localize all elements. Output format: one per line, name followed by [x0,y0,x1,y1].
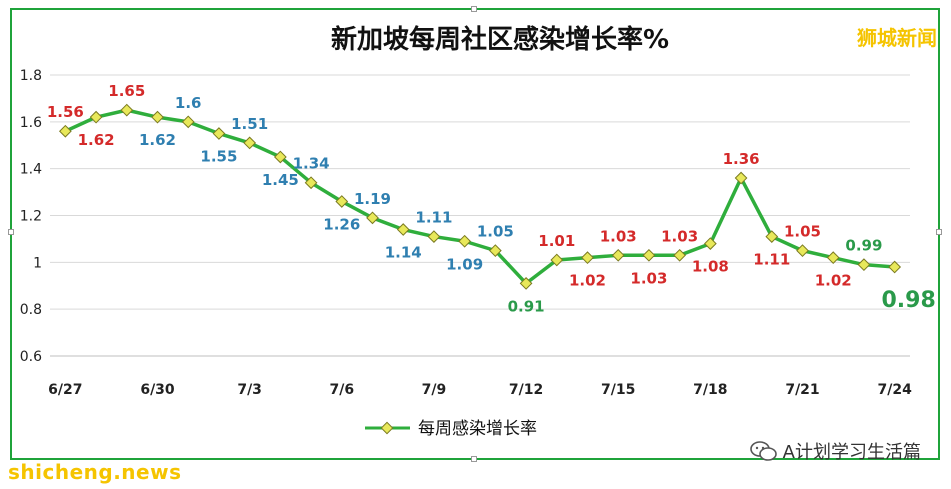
data-point [366,211,379,225]
x-tick-label: 6/27 [48,382,82,398]
data-label: 1.01 [538,232,575,250]
x-tick-label: 7/24 [877,382,912,398]
data-label: 1.09 [446,255,483,273]
y-tick-label: 0.8 [20,302,42,318]
data-point [581,251,594,265]
series-markers [58,103,902,290]
data-label: 1.14 [385,244,422,262]
data-label: 1.03 [661,227,698,245]
data-point [857,258,871,272]
x-tick-label: 6/30 [140,382,175,398]
data-point [89,110,103,124]
x-tick-label: 7/9 [422,382,447,398]
brand-watermark: 狮城新闻 [857,26,937,50]
x-tick-label: 7/15 [601,382,635,398]
data-label: 0.99 [845,237,882,255]
data-label: 1.55 [200,148,237,166]
data-label: 1.11 [753,251,790,269]
data-point [58,124,72,138]
series-line [64,108,895,286]
data-label: 1.65 [108,82,145,100]
data-point [151,110,164,124]
y-tick-label: 1.6 [20,115,42,131]
y-axis: 0.6 0.8 1 1.2 1.4 1.6 1.8 [20,68,42,365]
data-labels: 1.56 1.62 1.65 1.62 1.6 1.55 1.51 1.451.34 1.26 1… [47,82,936,315]
legend-label: 每周感染增长率 [418,419,537,439]
data-point [458,234,472,248]
data-label: 1.03 [600,227,637,245]
y-tick-label: 1.4 [20,162,42,178]
data-label: 1.19 [354,190,391,208]
data-label: 1.6 [175,94,202,112]
data-point [611,248,625,262]
data-point [181,115,195,129]
data-point [550,253,564,267]
data-point [642,248,656,262]
data-point [396,223,410,236]
chart-frame [8,6,942,462]
legend: 每周感染增长率 [365,419,537,439]
wechat-source: A计划学习生活篇 [749,438,921,464]
x-tick-label: 7/3 [237,382,262,398]
data-label: 1.05 [784,223,821,241]
resize-handle-right[interactable] [936,229,942,235]
x-tick-label: 7/21 [785,382,819,398]
data-label: 1.62 [78,131,115,149]
data-label: 1.26 [323,215,360,233]
resize-handle-bottom[interactable] [471,456,477,462]
data-point [273,150,287,164]
data-point [519,277,533,290]
data-label: 0.98 [882,288,936,313]
data-point [673,248,687,262]
grid-lines [50,74,910,357]
data-point [243,136,257,150]
data-point [734,171,748,185]
data-label: 1.02 [815,272,852,290]
data-label: 1.34 [293,155,330,173]
data-point [703,237,717,250]
data-label: 1.45 [262,171,299,189]
data-label: 1.36 [723,150,760,168]
data-point [120,103,134,117]
x-axis: 6/27 6/30 7/3 7/6 7/9 7/12 7/15 7/18 7/21 7/24 [48,382,912,398]
wechat-icon [749,441,777,461]
legend-marker [380,421,394,435]
data-label: 1.03 [630,269,667,287]
x-tick-label: 7/18 [693,382,727,398]
y-tick-label: 1 [33,255,42,271]
data-point [765,230,779,243]
data-label: 1.62 [139,131,176,149]
resize-handle-top[interactable] [471,6,477,12]
data-point [335,195,349,208]
data-label: 1.11 [415,209,452,227]
data-label: 0.91 [508,297,545,315]
data-point [304,176,318,190]
data-point [427,230,441,243]
resize-handle-left[interactable] [8,229,14,235]
data-label: 1.08 [692,258,729,276]
y-tick-label: 1.2 [20,209,42,225]
y-tick-label: 0.6 [20,349,42,365]
y-tick-label: 1.8 [20,68,42,84]
wechat-account-name: A计划学习生活篇 [782,442,921,463]
x-tick-label: 7/6 [329,382,354,398]
data-label: 1.51 [231,115,268,133]
data-point [796,244,809,257]
data-point [212,127,226,140]
data-label: 1.02 [569,272,606,290]
data-point [826,251,840,265]
data-point [888,260,902,274]
chart-title: 新加坡每周社区感染增长率% [331,24,669,55]
x-tick-label: 7/12 [509,382,543,398]
site-watermark: shicheng.news [8,460,182,484]
data-point [488,244,502,257]
data-label: 1.05 [477,223,514,241]
data-label: 1.56 [47,103,84,121]
